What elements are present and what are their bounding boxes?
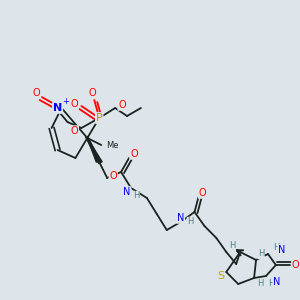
Text: O: O bbox=[118, 100, 126, 110]
Text: H: H bbox=[258, 250, 264, 259]
Text: O: O bbox=[70, 126, 78, 136]
Polygon shape bbox=[87, 138, 102, 162]
Text: O: O bbox=[292, 260, 300, 270]
Text: N: N bbox=[278, 245, 286, 255]
Text: H: H bbox=[188, 218, 194, 226]
Text: O: O bbox=[88, 88, 96, 98]
Text: N: N bbox=[53, 103, 62, 113]
Text: H: H bbox=[273, 244, 279, 253]
Text: S: S bbox=[217, 271, 224, 281]
Text: O: O bbox=[33, 88, 40, 98]
Text: O: O bbox=[130, 149, 138, 159]
Text: Me: Me bbox=[106, 140, 119, 149]
Text: H: H bbox=[229, 242, 236, 250]
Text: O: O bbox=[199, 188, 206, 198]
Text: P: P bbox=[96, 113, 103, 123]
Text: H: H bbox=[133, 191, 139, 200]
Text: O: O bbox=[70, 99, 78, 109]
Text: N: N bbox=[177, 213, 184, 223]
Text: N: N bbox=[123, 187, 131, 197]
Text: H: H bbox=[257, 280, 263, 289]
Text: N: N bbox=[273, 277, 280, 287]
Text: O: O bbox=[109, 171, 117, 181]
Text: H: H bbox=[268, 280, 274, 289]
Text: +: + bbox=[62, 98, 69, 106]
